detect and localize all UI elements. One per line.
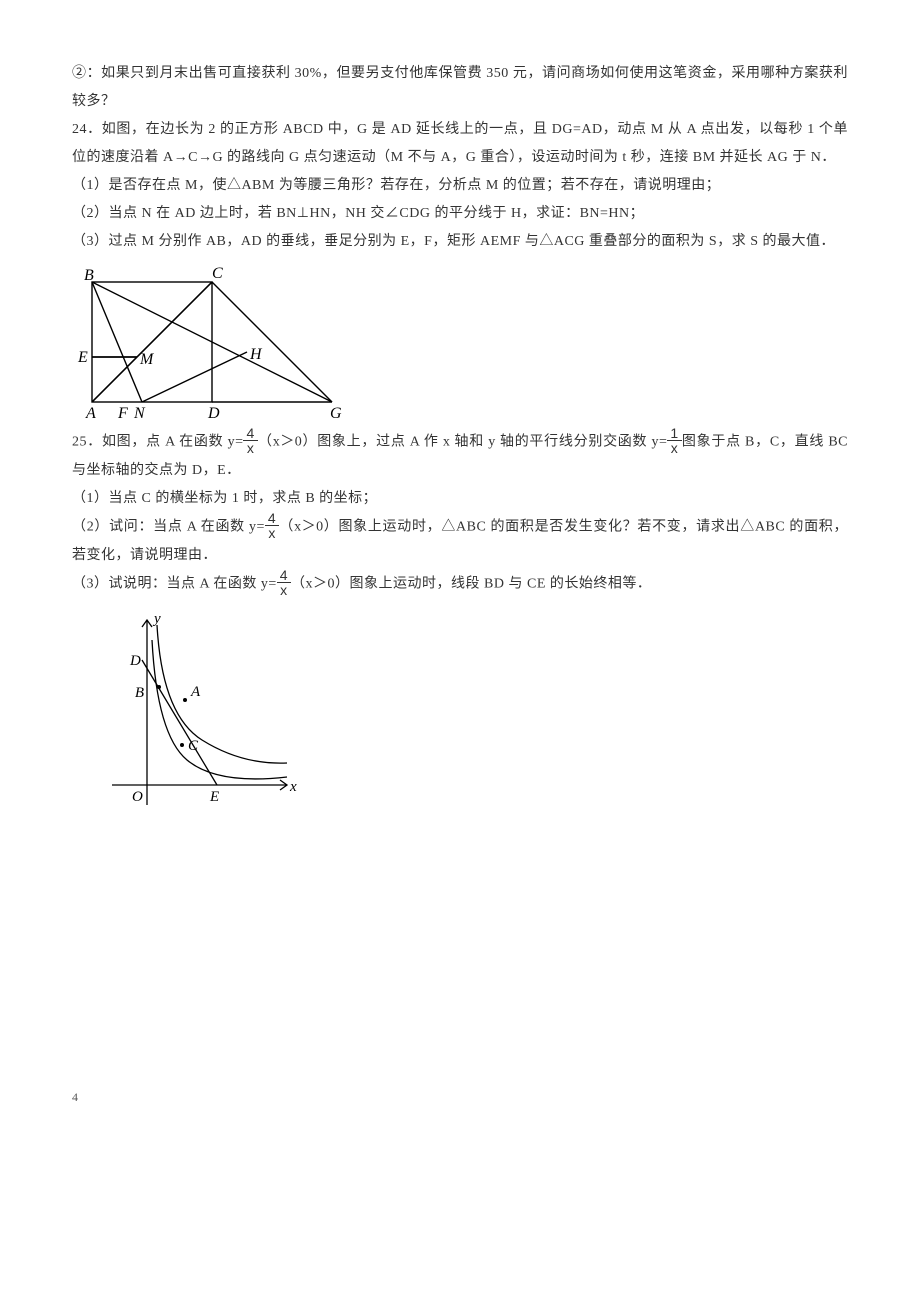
page-number: 4	[72, 1085, 848, 1109]
q24-stem: 24．如图，在边长为 2 的正方形 ABCD 中，G 是 AD 延长线上的一点，…	[72, 116, 848, 172]
label-E2: E	[209, 789, 219, 805]
label-M: M	[139, 351, 155, 368]
label-C: C	[212, 265, 223, 282]
label-D2: D	[129, 653, 141, 669]
q25-figure: y D B A C O E x	[102, 605, 848, 825]
q24-part2: （2）当点 N 在 AD 边上时，若 BN⊥HN，NH 交∠CDG 的平分线于 …	[72, 200, 848, 228]
label-N: N	[133, 405, 146, 422]
q25-part3: （3）试说明：当点 A 在函数 y=4x（x＞0）图象上运动时，线段 BD 与 …	[72, 570, 848, 599]
frac-4-over-x-1: 4x	[243, 426, 257, 455]
label-G: G	[330, 405, 342, 422]
frac-4-over-x-2: 4x	[265, 511, 279, 540]
frac-4-over-x-3: 4x	[277, 568, 291, 597]
label-A: A	[85, 405, 96, 422]
q25-part3-a: （3）试说明：当点 A 在函数 y=	[72, 577, 277, 592]
label-F: F	[117, 405, 128, 422]
q25-stem-a: 25．如图，点 A 在函数 y=	[72, 435, 243, 450]
label-H: H	[249, 346, 263, 363]
para-scheme-2: ②：如果只到月末出售可直接获利 30%，但要另支付他库保管费 350 元，请问商…	[72, 60, 848, 116]
label-C2: C	[188, 738, 199, 754]
label-D: D	[207, 405, 220, 422]
q24-part1: （1）是否存在点 M，使△ABM 为等腰三角形？若存在，分析点 M 的位置；若不…	[72, 172, 848, 200]
q25-stem-b: （x＞0）图象上，过点 A 作 x 轴和 y 轴的平行线分别交函数 y=	[258, 435, 668, 450]
label-B2: B	[135, 685, 144, 701]
label-y: y	[152, 611, 161, 627]
q24-part3: （3）过点 M 分别作 AB，AD 的垂线，垂足分别为 E，F，矩形 AEMF …	[72, 228, 848, 256]
label-E: E	[77, 349, 88, 366]
label-O: O	[132, 789, 143, 805]
q25-part2: （2）试问：当点 A 在函数 y=4x（x＞0）图象上运动时，△ABC 的面积是…	[72, 513, 848, 570]
q24-figure: B C E M H A F N D G	[72, 262, 848, 422]
q25-part3-b: （x＞0）图象上运动时，线段 BD 与 CE 的长始终相等．	[291, 577, 651, 592]
label-x: x	[289, 779, 297, 795]
q25-part2-a: （2）试问：当点 A 在函数 y=	[72, 520, 265, 535]
label-B: B	[84, 267, 94, 284]
q25-part1: （1）当点 C 的横坐标为 1 时，求点 B 的坐标；	[72, 485, 848, 513]
label-A2: A	[190, 684, 201, 700]
frac-1-over-x: 1x	[667, 426, 681, 455]
q25-stem: 25．如图，点 A 在函数 y=4x（x＞0）图象上，过点 A 作 x 轴和 y…	[72, 428, 848, 485]
